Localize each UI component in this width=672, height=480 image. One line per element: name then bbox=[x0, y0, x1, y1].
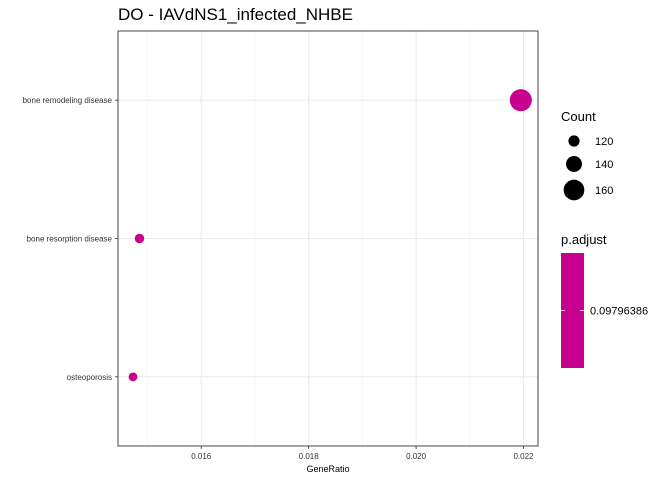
x-tick-label: 0.016 bbox=[191, 452, 212, 461]
x-tick-label: 0.018 bbox=[299, 452, 320, 461]
data-point bbox=[509, 89, 532, 112]
count-legend-label: 120 bbox=[595, 136, 613, 148]
chart-title: DO - IAVdNS1_infected_NHBE bbox=[118, 5, 353, 24]
x-tick-label: 0.020 bbox=[406, 452, 427, 461]
x-tick-label: 0.022 bbox=[513, 452, 534, 461]
p-adjust-legend-label: 0.09796386 bbox=[590, 306, 648, 318]
count-legend: Count 120 140 160 bbox=[561, 109, 613, 201]
p-adjust-legend-title: p.adjust bbox=[561, 232, 607, 247]
p-adjust-legend: p.adjust 0.09796386 bbox=[561, 232, 648, 368]
data-point bbox=[134, 233, 145, 244]
y-tick-label: bone remodeling disease bbox=[23, 96, 113, 105]
y-tick-label: osteoporosis bbox=[67, 373, 112, 382]
count-legend-label: 140 bbox=[595, 159, 613, 171]
count-legend-key bbox=[563, 179, 585, 201]
p-adjust-colorbar bbox=[561, 253, 584, 368]
count-legend-label: 160 bbox=[595, 185, 613, 197]
count-legend-key bbox=[566, 156, 582, 172]
x-axis-title: GeneRatio bbox=[306, 464, 349, 474]
count-legend-key bbox=[568, 135, 580, 147]
plot-panel: bone remodeling disease bone resorption d… bbox=[23, 30, 539, 461]
count-legend-title: Count bbox=[561, 109, 596, 124]
y-tick-label: bone resorption disease bbox=[27, 235, 113, 244]
data-point bbox=[128, 372, 138, 382]
